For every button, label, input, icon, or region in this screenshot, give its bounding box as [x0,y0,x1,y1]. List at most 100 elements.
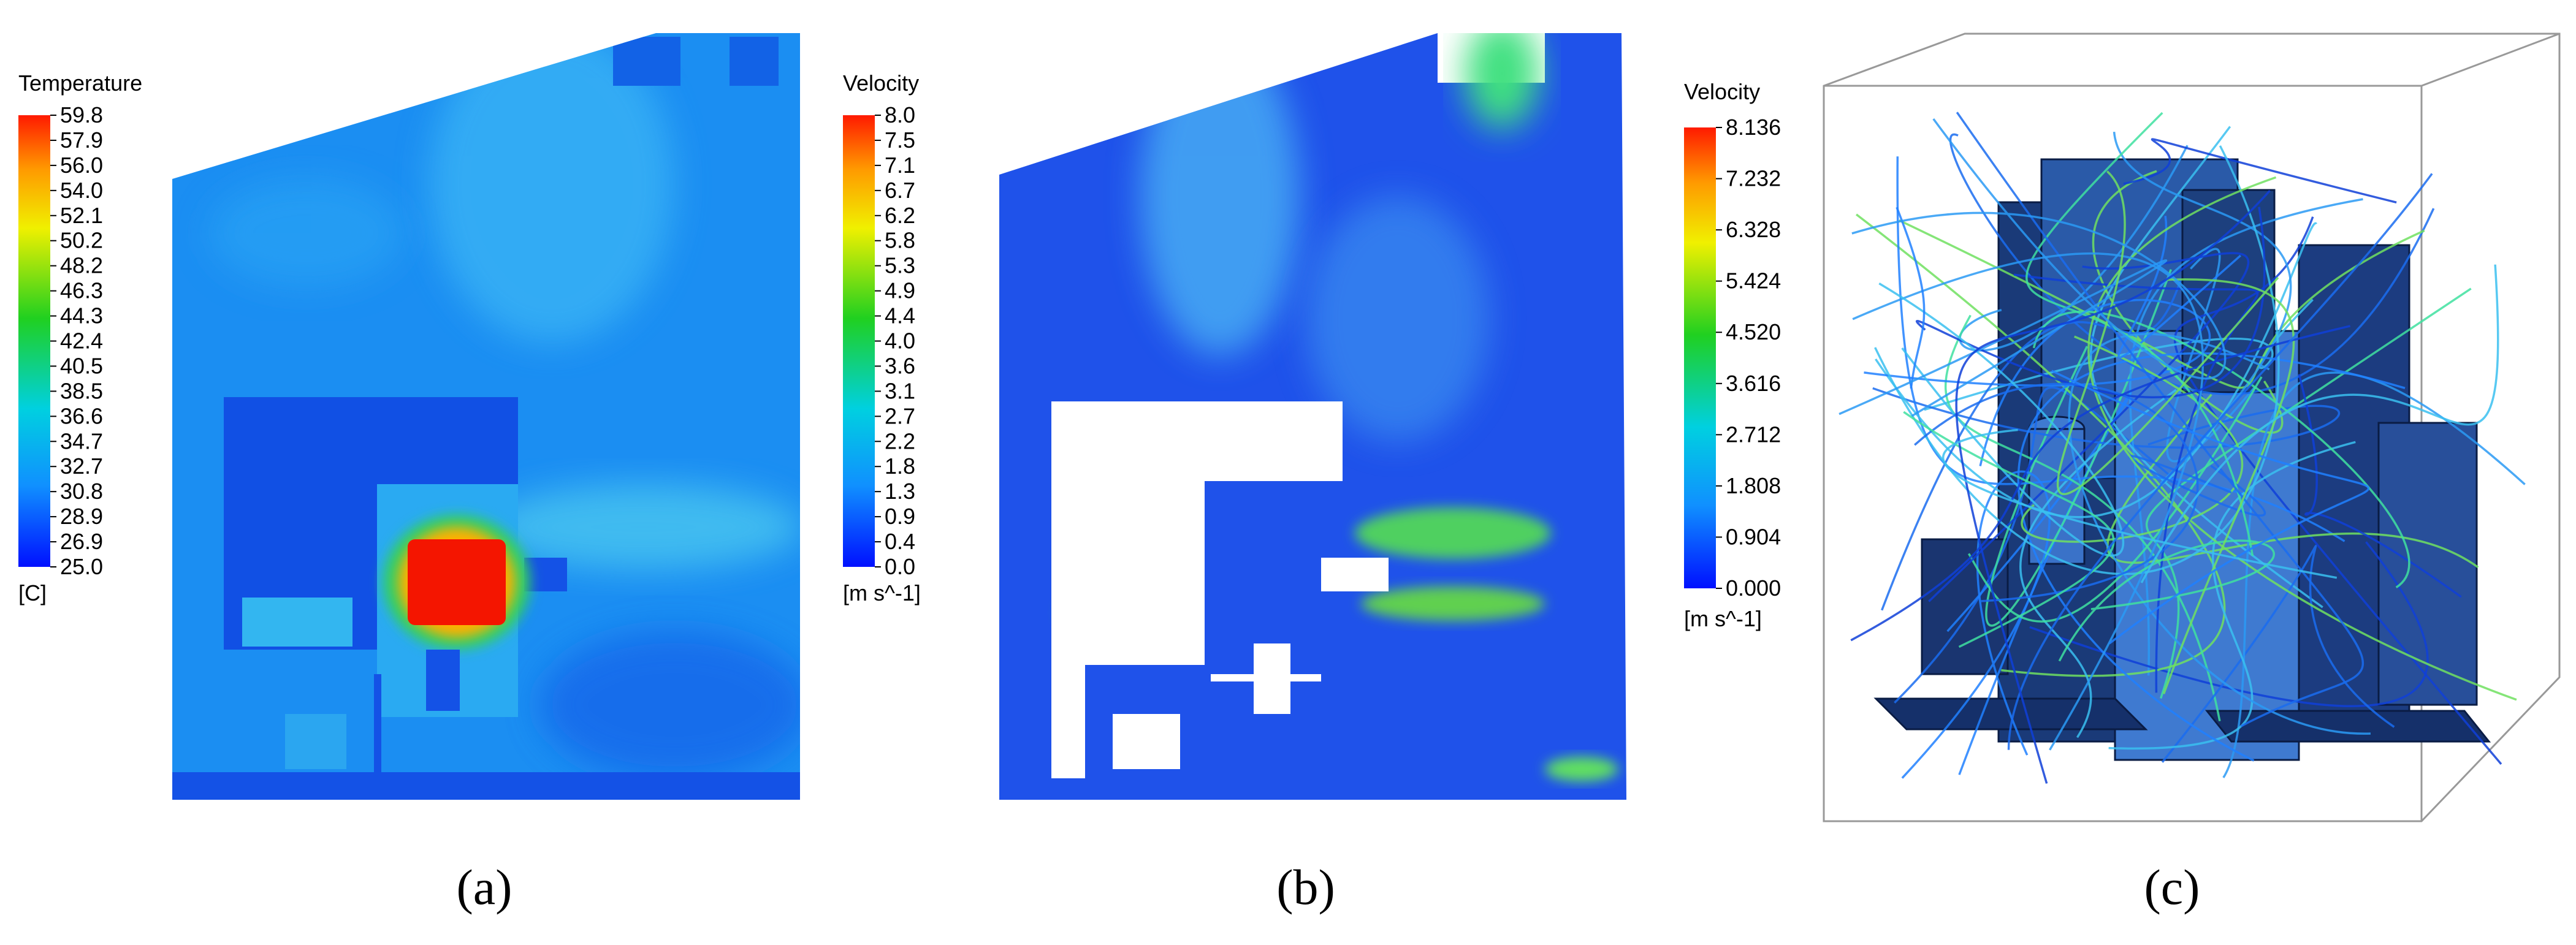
streamline [1944,314,2221,722]
colorbar: Velocity 8.136 7.232 6.328 5.424 4.520 3.616 2.… [1684,79,1781,631]
colorbar-tick-label: 4.520 [1726,319,1781,344]
colorbar-tick-label: 5.3 [885,253,915,278]
colorbar-tick-label: 7.232 [1726,166,1781,191]
streamline [2029,541,2429,707]
colorbar-tick-label: 6.2 [885,203,915,228]
colorbar-tick-label: 2.2 [885,428,915,454]
streamline [2128,455,2266,517]
colorbar: Temperature59.857.956.054.052.150.248.24… [18,70,142,605]
colorbar-tick-label: 3.1 [885,378,915,403]
streamline [1914,382,2199,602]
streamline [2092,170,2284,434]
colorbar-tick-label: 36.6 [60,403,103,428]
streamline [1855,213,2226,677]
colorbar-tick-label: 54.0 [60,178,103,203]
streamline [1949,133,2435,395]
panel-label: (a) [456,859,512,915]
streamlines [1839,112,2526,784]
velocity-contour [999,33,1626,800]
colorbar-tick-label: 40.5 [60,353,103,378]
colorbar-tick-label: 50.2 [60,228,103,253]
colorbar-tick-label: 0.0 [885,554,915,579]
streamline [2298,374,2462,598]
colorbar-tick-label: 44.3 [60,303,103,328]
colorbar-scale [1684,127,1716,588]
colorbar-tick-label: 57.9 [60,127,103,153]
colorbar-tick-label: 8.136 [1726,115,1781,140]
colorbar-unit: [C] [18,580,47,605]
colorbar-scale [18,115,50,567]
streamline-view [1823,32,2561,822]
streamline [2117,215,2241,359]
streamline [2140,264,2499,583]
streamline [2058,539,2275,662]
streamline [1942,428,2338,579]
streamline [1955,189,2271,784]
contour-shading [172,33,800,800]
streamline [2173,216,2502,765]
colorbar-title: Temperature [18,70,142,96]
colorbar-tick-label: 4.0 [885,328,915,354]
streamline [1928,252,2250,602]
colorbar-unit: [m s^-1] [843,580,921,605]
colorbar-tick-label: 0.000 [1726,575,1781,601]
colorbar-tick-label: 38.5 [60,378,103,403]
colorbar-tick-label: 0.9 [885,504,915,529]
colorbar-tick-label: 0.4 [885,529,915,554]
streamline [2123,138,2397,204]
colorbar-tick-label: 7.5 [885,127,915,153]
colorbar-tick-label: 1.8 [885,454,915,479]
colorbar-tick-label: 2.7 [885,403,915,428]
colorbar-title: Velocity [843,70,919,96]
colorbar-tick-label: 8.0 [885,102,915,127]
colorbar-tick-label: 7.1 [885,153,915,178]
colorbar-tick-label: 5.424 [1726,268,1781,294]
colorbars: Temperature59.857.956.054.052.150.248.24… [18,70,1781,631]
colorbar-tick-label: 42.4 [60,328,103,354]
colorbar-tick-label: 4.9 [885,278,915,303]
colorbar-tick-label: 5.8 [885,228,915,253]
streamline [2051,370,2370,645]
colorbar-tick-label: 3.616 [1726,371,1781,396]
colorbar-tick-label: 56.0 [60,153,103,178]
streamline [1903,411,2115,648]
colorbar-tick-label: 1.808 [1726,473,1781,498]
streamline [2087,176,2517,701]
colorbar-title: Velocity [1684,79,1760,104]
streamline [1959,145,2189,352]
colorbar: Velocity8.07.57.16.76.25.85.34.94.44.03.… [843,70,921,605]
colorbar-tick-label: 32.7 [60,454,103,479]
colorbar-tick-label: 6.7 [885,178,915,203]
streamline [2106,393,2479,569]
colorbar-tick-label: 48.2 [60,253,103,278]
temperature-contour [172,33,800,800]
streamline [2068,333,2371,735]
colorbar-tick-label: 0.904 [1726,524,1781,549]
colorbar-tick-label: 2.712 [1726,422,1781,447]
colorbar-tick-label: 25.0 [60,554,103,579]
colorbar-tick-label: 1.3 [885,479,915,504]
colorbar-tick-label: 4.4 [885,303,915,328]
colorbar-tick-label: 3.6 [885,353,915,378]
colorbar-unit: [m s^-1] [1684,606,1762,631]
streamline [2056,170,2279,495]
streamline [1850,325,2351,642]
streamline [1901,470,2051,779]
streamline [1839,259,2168,417]
colorbar-tick-label: 46.3 [60,278,103,303]
panel-label: (c) [2144,859,2200,915]
colorbar-scale [843,115,875,567]
streamline [1878,282,2125,557]
streamline [2161,545,2395,763]
contour-shading [1051,33,1618,781]
colorbar-tick-label: 52.1 [60,203,103,228]
streamline [1967,376,2263,623]
colorbar-tick-label: 28.9 [60,504,103,529]
colorbar-tick-label: 6.328 [1726,217,1781,242]
streamline [2032,310,2410,589]
streamline [1896,207,1926,389]
streamline [2007,173,2433,750]
